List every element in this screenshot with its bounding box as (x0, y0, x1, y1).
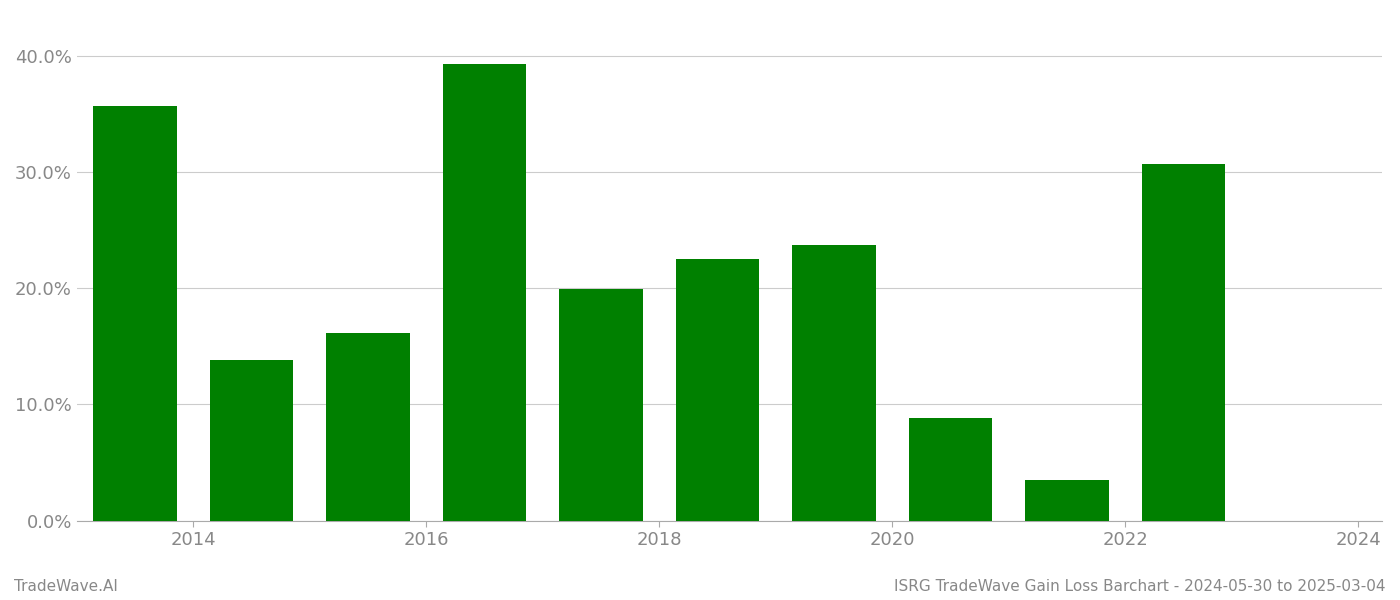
Text: ISRG TradeWave Gain Loss Barchart - 2024-05-30 to 2025-03-04: ISRG TradeWave Gain Loss Barchart - 2024… (895, 579, 1386, 594)
Bar (210, 360, 294, 521)
Bar (92, 106, 176, 521)
Bar (559, 289, 643, 521)
Bar (1141, 164, 1225, 521)
Bar (442, 64, 526, 521)
Bar (676, 259, 759, 521)
Text: TradeWave.AI: TradeWave.AI (14, 579, 118, 594)
Bar (1025, 480, 1109, 521)
Bar (909, 418, 993, 521)
Bar (326, 334, 410, 521)
Bar (792, 245, 876, 521)
